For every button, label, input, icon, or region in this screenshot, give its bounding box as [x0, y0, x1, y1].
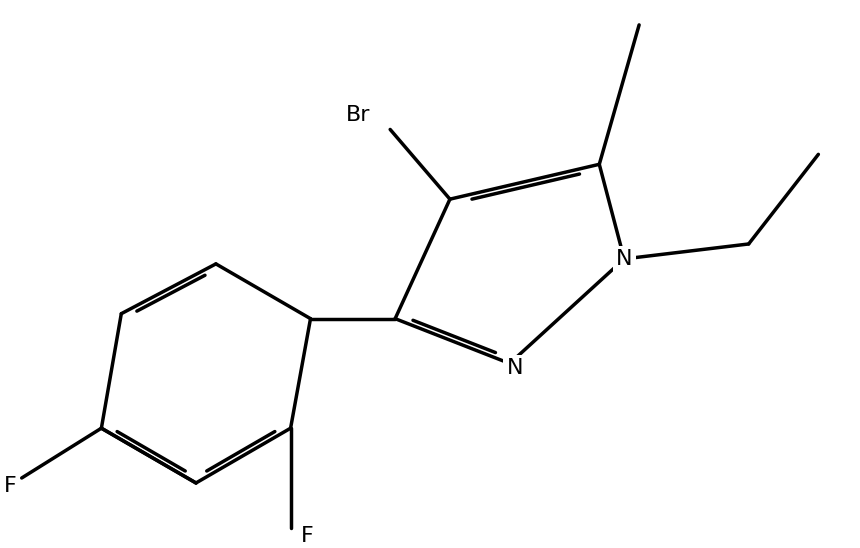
Text: N: N	[507, 358, 523, 379]
Text: F: F	[300, 526, 313, 546]
Text: F: F	[4, 476, 16, 496]
Text: Br: Br	[346, 105, 371, 124]
Text: N: N	[616, 249, 632, 269]
